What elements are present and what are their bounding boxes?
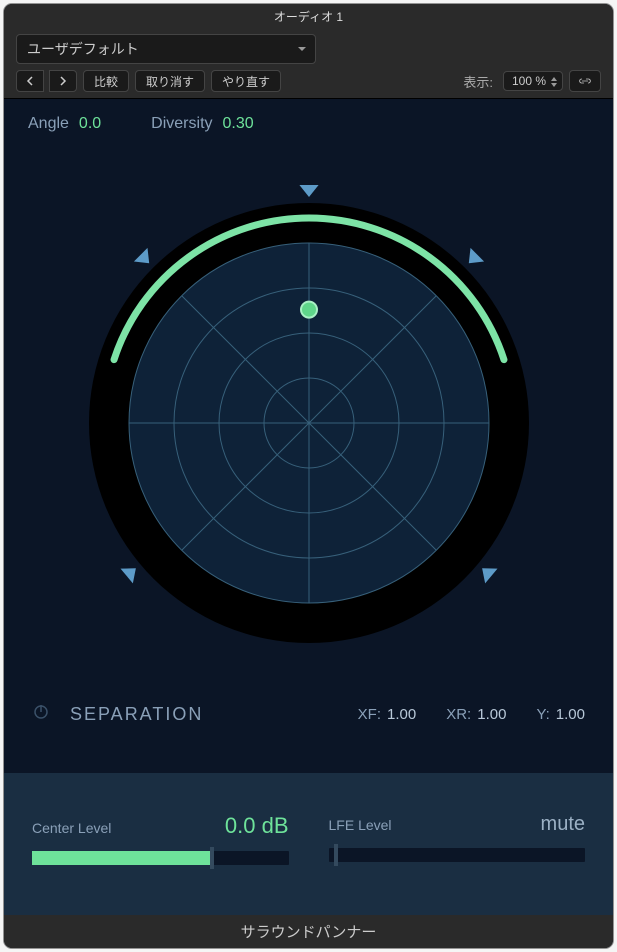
separation-title: SEPARATION <box>70 704 203 725</box>
compare-button[interactable]: 比較 <box>83 70 129 92</box>
angle-value: 0.0 <box>79 115 101 133</box>
redo-button[interactable]: やり直す <box>211 70 281 92</box>
lfe-level-group: LFE Level mute <box>329 813 586 865</box>
view-label: 表示: <box>463 72 493 91</box>
lfe-level-slider[interactable] <box>329 848 586 862</box>
power-icon[interactable] <box>32 703 50 726</box>
undo-button[interactable]: 取り消す <box>135 70 205 92</box>
link-icon <box>577 75 593 87</box>
panner-body: Angle 0.0 Diversity 0.30 SEPARATION XF:1… <box>4 99 613 773</box>
zoom-select[interactable]: 100 % <box>503 71 563 91</box>
center-level-value[interactable]: 0.0 dB <box>225 813 289 839</box>
plugin-window: オーディオ 1 ユーザデフォルト 比較 取り消す やり直す 表示: 100 % <box>4 4 613 948</box>
preset-select[interactable]: ユーザデフォルト <box>16 34 316 64</box>
next-button[interactable] <box>49 70 77 92</box>
toolbar: ユーザデフォルト 比較 取り消す やり直す 表示: 100 % <box>4 28 613 99</box>
footer-label: サラウンドパンナー <box>4 915 613 948</box>
lfe-level-value[interactable]: mute <box>541 813 585 836</box>
separation-row: SEPARATION XF:1.00 XR:1.00 Y:1.00 <box>28 703 589 726</box>
slider-fill <box>32 851 212 865</box>
slider-thumb[interactable] <box>334 844 338 866</box>
separation-param[interactable]: Y:1.00 <box>536 706 585 723</box>
link-button[interactable] <box>569 70 601 92</box>
angle-readout[interactable]: Angle 0.0 <box>28 115 101 133</box>
diversity-readout[interactable]: Diversity 0.30 <box>151 115 253 133</box>
center-level-group: Center Level 0.0 dB <box>32 813 289 865</box>
diversity-label: Diversity <box>151 115 212 133</box>
center-level-slider[interactable] <box>32 851 289 865</box>
separation-param[interactable]: XR:1.00 <box>446 706 506 723</box>
center-level-label: Center Level <box>32 820 111 836</box>
titlebar: オーディオ 1 <box>4 4 613 28</box>
prev-button[interactable] <box>16 70 44 92</box>
diversity-value: 0.30 <box>223 115 254 133</box>
slider-thumb[interactable] <box>210 847 214 869</box>
separation-param[interactable]: XF:1.00 <box>358 706 417 723</box>
angle-label: Angle <box>28 115 69 133</box>
window-title: オーディオ 1 <box>274 8 343 25</box>
levels-section: Center Level 0.0 dB LFE Level mute <box>4 773 613 915</box>
lfe-level-label: LFE Level <box>329 817 392 833</box>
surround-panner[interactable] <box>49 163 569 683</box>
